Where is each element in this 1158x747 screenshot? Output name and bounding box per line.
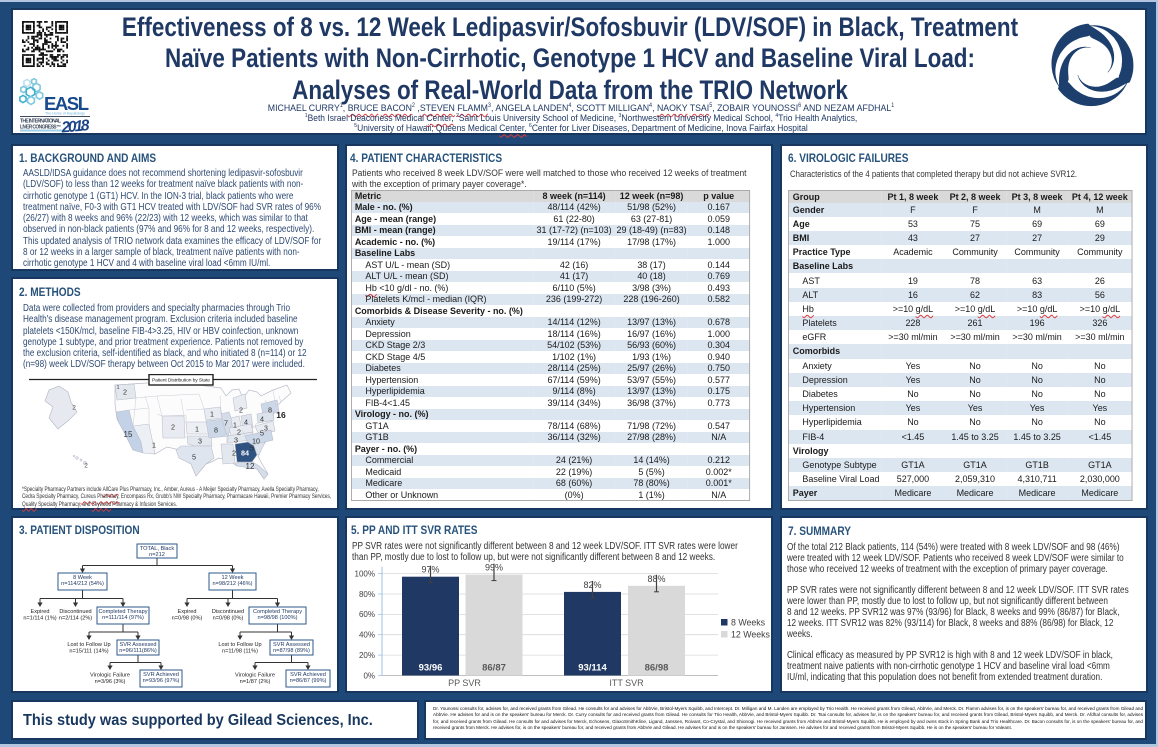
svg-text:Lost to Follow Up: Lost to Follow Up bbox=[67, 642, 110, 648]
svg-text:2: 2 bbox=[237, 428, 241, 437]
svg-text:n=93/96 (97%): n=93/96 (97%) bbox=[143, 678, 180, 684]
svg-text:n=114/212 (54%): n=114/212 (54%) bbox=[61, 581, 104, 587]
svg-text:1: 1 bbox=[152, 441, 156, 450]
svg-text:2: 2 bbox=[123, 388, 127, 397]
svg-text:7: 7 bbox=[224, 419, 228, 428]
svg-text:1: 1 bbox=[195, 425, 199, 434]
svg-text:n=1/114 (1%): n=1/114 (1%) bbox=[23, 616, 56, 622]
svg-text:8: 8 bbox=[268, 406, 272, 415]
svg-text:n=2/114 (2%): n=2/114 (2%) bbox=[59, 616, 92, 622]
svg-text:n=96/111(86%): n=96/111(86%) bbox=[119, 648, 157, 654]
svg-text:3: 3 bbox=[264, 426, 268, 433]
svg-text:n=87/98 (89%): n=87/98 (89%) bbox=[273, 648, 310, 654]
svg-text:n=0/98 (0%): n=0/98 (0%) bbox=[213, 616, 244, 622]
svg-text:2: 2 bbox=[171, 423, 175, 432]
svg-text:86/98: 86/98 bbox=[645, 663, 669, 674]
svg-text:84: 84 bbox=[241, 449, 249, 458]
svg-text:Discontinued: Discontinued bbox=[212, 609, 244, 615]
svg-text:EASL: EASL bbox=[44, 93, 89, 114]
svg-text:16: 16 bbox=[276, 410, 286, 420]
svg-text:8 Weeks: 8 Weeks bbox=[731, 618, 766, 628]
svg-text:Expired: Expired bbox=[178, 609, 197, 615]
svg-text:2018: 2018 bbox=[60, 117, 91, 135]
svg-text:The Home of Hepatology: The Home of Hepatology bbox=[45, 112, 85, 116]
svg-text:12 Week: 12 Week bbox=[222, 575, 244, 581]
svg-text:SVR Achieved: SVR Achieved bbox=[143, 672, 179, 678]
svg-text:n=0/98 (0%): n=0/98 (0%) bbox=[172, 616, 203, 622]
svg-text:4: 4 bbox=[260, 415, 264, 424]
svg-text:5: 5 bbox=[250, 444, 254, 453]
svg-text:60%: 60% bbox=[359, 610, 375, 619]
svg-text:40%: 40% bbox=[359, 631, 375, 640]
svg-text:PP SVR: PP SVR bbox=[448, 678, 481, 688]
svg-text:n=11/98 (11%): n=11/98 (11%) bbox=[222, 649, 258, 655]
svg-text:Virologic Failure: Virologic Failure bbox=[235, 673, 275, 679]
svg-text:SVR Assessed: SVR Assessed bbox=[120, 642, 157, 648]
svg-text:12: 12 bbox=[246, 462, 255, 471]
svg-text:Discontinued: Discontinued bbox=[59, 609, 91, 615]
svg-text:SVR Assessed: SVR Assessed bbox=[273, 642, 310, 648]
svg-text:8 Week: 8 Week bbox=[73, 575, 92, 581]
svg-text:93/96: 93/96 bbox=[419, 663, 443, 674]
svg-text:n=111/114 (97%): n=111/114 (97%) bbox=[102, 615, 144, 621]
svg-text:THE INTERNATIONAL: THE INTERNATIONAL bbox=[20, 119, 61, 125]
svg-text:2: 2 bbox=[239, 406, 243, 415]
svg-text:10: 10 bbox=[252, 437, 260, 446]
svg-text:5: 5 bbox=[192, 453, 196, 462]
svg-text:1: 1 bbox=[210, 410, 214, 419]
svg-text:Patient Distribution by State: Patient Distribution by State bbox=[152, 378, 210, 384]
svg-text:n=3/96 (3%): n=3/96 (3%) bbox=[95, 679, 126, 685]
svg-text:2: 2 bbox=[232, 449, 236, 458]
svg-text:Expired: Expired bbox=[31, 609, 50, 615]
svg-text:1: 1 bbox=[233, 423, 237, 430]
svg-text:15: 15 bbox=[124, 430, 133, 439]
svg-text:SVR Achieved: SVR Achieved bbox=[290, 672, 326, 678]
svg-text:Virologic Failure: Virologic Failure bbox=[90, 673, 130, 679]
svg-text:100%: 100% bbox=[355, 569, 375, 578]
svg-text:1: 1 bbox=[116, 385, 119, 391]
svg-text:n=98/212 (46%): n=98/212 (46%) bbox=[213, 581, 253, 587]
svg-text:n=98/98 (100%): n=98/98 (100%) bbox=[258, 615, 298, 621]
svg-text:LIVER CONGRESS™: LIVER CONGRESS™ bbox=[20, 125, 61, 131]
svg-text:20%: 20% bbox=[359, 651, 375, 660]
svg-text:80%: 80% bbox=[359, 590, 375, 599]
svg-text:3: 3 bbox=[198, 437, 202, 446]
svg-text:12 Weeks: 12 Weeks bbox=[731, 630, 771, 640]
svg-text:86/87: 86/87 bbox=[482, 663, 506, 674]
svg-text:8: 8 bbox=[214, 426, 218, 435]
svg-text:5: 5 bbox=[260, 429, 264, 438]
svg-text:n=212: n=212 bbox=[149, 552, 165, 558]
svg-text:n=15/111 (14%): n=15/111 (14%) bbox=[69, 649, 108, 655]
svg-text:3: 3 bbox=[234, 436, 238, 445]
svg-text:Lost to Follow Up: Lost to Follow Up bbox=[218, 642, 261, 648]
svg-text:4: 4 bbox=[244, 418, 248, 427]
svg-text:TOTAL, Black: TOTAL, Black bbox=[140, 546, 174, 552]
svg-text:93/114: 93/114 bbox=[578, 663, 607, 674]
svg-text:2: 2 bbox=[72, 404, 76, 411]
svg-text:0%: 0% bbox=[363, 671, 375, 680]
svg-text:n=86/87 (99%): n=86/87 (99%) bbox=[290, 678, 327, 684]
svg-text:n=1/87 (2%): n=1/87 (2%) bbox=[240, 679, 271, 685]
svg-text:Completed Therapy: Completed Therapy bbox=[253, 609, 302, 615]
svg-text:2: 2 bbox=[84, 462, 88, 469]
svg-text:ITT SVR: ITT SVR bbox=[609, 678, 644, 688]
svg-text:Completed Therapy: Completed Therapy bbox=[98, 609, 147, 615]
